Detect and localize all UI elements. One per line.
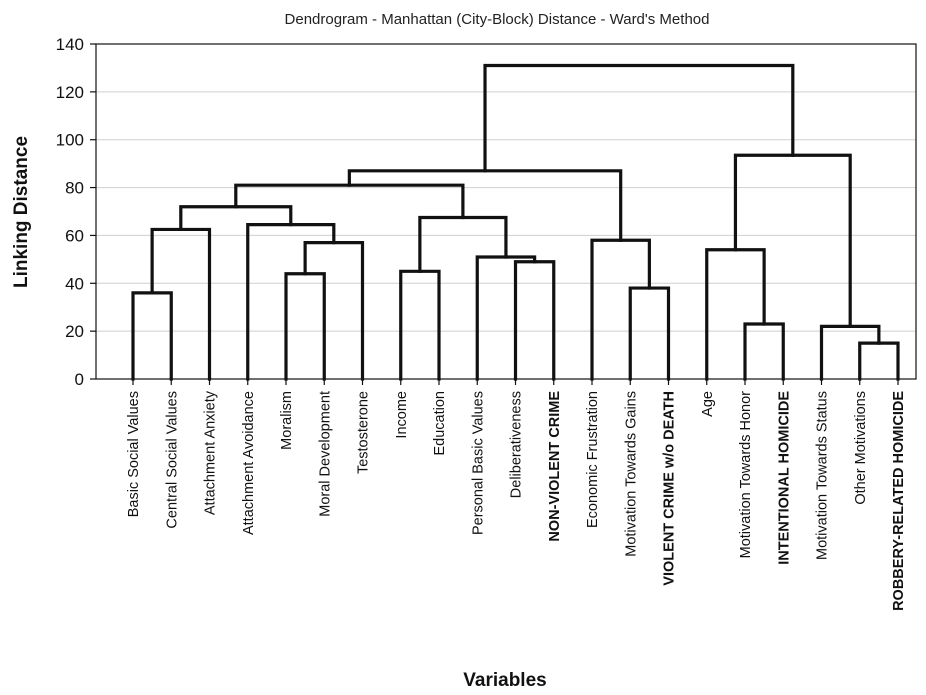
y-tick-label: 0 [75,370,84,389]
y-tick-label: 80 [65,179,84,198]
leaf-label: Central Social Values [164,391,180,529]
dendrogram-link [628,286,671,381]
chart-title: Dendrogram - Manhattan (City-Block) Dist… [285,11,710,28]
dendrogram-link [418,215,508,273]
dendrogram-link [347,169,623,242]
leaf-label: Age [700,391,716,417]
dendrogram-link [513,260,556,381]
dendrogram-link [150,227,212,381]
y-tick-label: 120 [56,83,84,102]
dendrogram-link [399,269,441,381]
y-tick-label: 40 [65,274,84,293]
dendrogram-link [819,324,881,381]
dendrogram-link [590,238,651,381]
dendrogram-link [303,241,365,381]
leaf-label: ROBBERY-RELATED HOMICIDE [891,391,907,611]
y-axis: 0 20 40 60 80 100 120 140 [56,35,96,389]
leaf-label: Income [394,391,410,439]
leaf-label: Moralism [279,391,295,450]
leaf-label: INTENTIONAL HOMICIDE [776,391,792,565]
leaf-label: Economic Frustration [585,391,601,528]
leaf-label: Motivation Towards Status [815,391,831,560]
y-tick-label: 100 [56,131,84,150]
leaf-label: Other Motivations [853,391,869,505]
leaf-label: Deliberativeness [509,391,525,498]
dendrogram-link [858,341,900,381]
y-tick-label: 60 [65,226,84,245]
leaf-label: NON-VIOLENT CRIME [547,391,563,542]
dendrogram-link [705,248,766,381]
dendrogram-link [743,322,785,381]
x-axis-label: Variables [463,670,546,691]
x-axis: Basic Social Values Central Social Values… [126,379,907,611]
dendrogram-links [131,63,900,381]
leaf-label: VIOLENT CRIME w/o DEATH [662,391,678,586]
dendrogram-link [733,153,852,328]
dendrogram-link [284,272,326,381]
y-tick-label: 20 [65,322,84,341]
y-tick-label: 140 [56,35,84,54]
leaf-label: Motivation Towards Gains [623,391,639,557]
y-axis-label: Linking Distance [11,136,32,288]
dendrogram-link [131,291,173,381]
leaf-label: Testosterone [356,391,372,474]
dendrogram-link [483,63,795,173]
dendrogram-link [246,223,336,381]
plot-frame [95,43,917,380]
leaf-label: Attachment Anxiety [203,390,219,515]
leaf-label: Basic Social Values [126,391,142,517]
leaf-label: Motivation Towards Honor [738,391,754,559]
leaf-label: Personal Basic Values [470,391,486,535]
leaf-label: Moral Development [317,391,333,517]
leaf-label: Education [432,391,448,456]
dendrogram-link [475,255,537,381]
leaf-label: Attachment Avoidance [241,391,257,535]
dendrogram-link [234,183,465,220]
